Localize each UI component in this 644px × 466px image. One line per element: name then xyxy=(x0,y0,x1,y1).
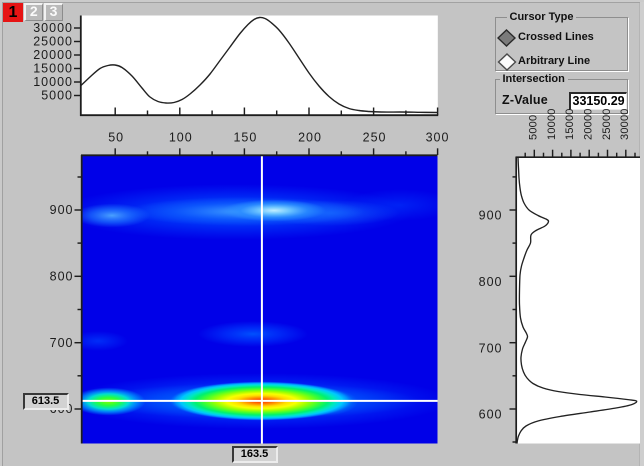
svg-text:15000: 15000 xyxy=(33,62,73,76)
svg-text:200: 200 xyxy=(298,130,322,144)
svg-text:900: 900 xyxy=(50,203,74,217)
svg-text:100: 100 xyxy=(169,130,193,144)
svg-text:800: 800 xyxy=(50,270,74,284)
svg-text:25000: 25000 xyxy=(33,35,73,49)
svg-text:30000: 30000 xyxy=(33,21,73,35)
svg-text:15000: 15000 xyxy=(564,108,576,140)
svg-text:10000: 10000 xyxy=(546,108,558,140)
svg-text:300: 300 xyxy=(426,130,450,144)
svg-text:700: 700 xyxy=(479,341,503,355)
svg-text:50: 50 xyxy=(108,130,124,144)
svg-text:20000: 20000 xyxy=(33,48,73,62)
svg-text:600: 600 xyxy=(479,408,503,422)
svg-text:150: 150 xyxy=(233,130,257,144)
svg-text:5000: 5000 xyxy=(528,115,540,140)
svg-text:800: 800 xyxy=(479,275,503,289)
svg-text:5000: 5000 xyxy=(41,89,73,103)
svg-text:700: 700 xyxy=(50,336,74,350)
svg-text:20000: 20000 xyxy=(583,108,595,140)
svg-text:30000: 30000 xyxy=(619,108,631,140)
svg-text:900: 900 xyxy=(479,209,503,223)
svg-text:25000: 25000 xyxy=(601,108,613,140)
svg-text:250: 250 xyxy=(363,130,387,144)
svg-text:10000: 10000 xyxy=(33,75,73,89)
